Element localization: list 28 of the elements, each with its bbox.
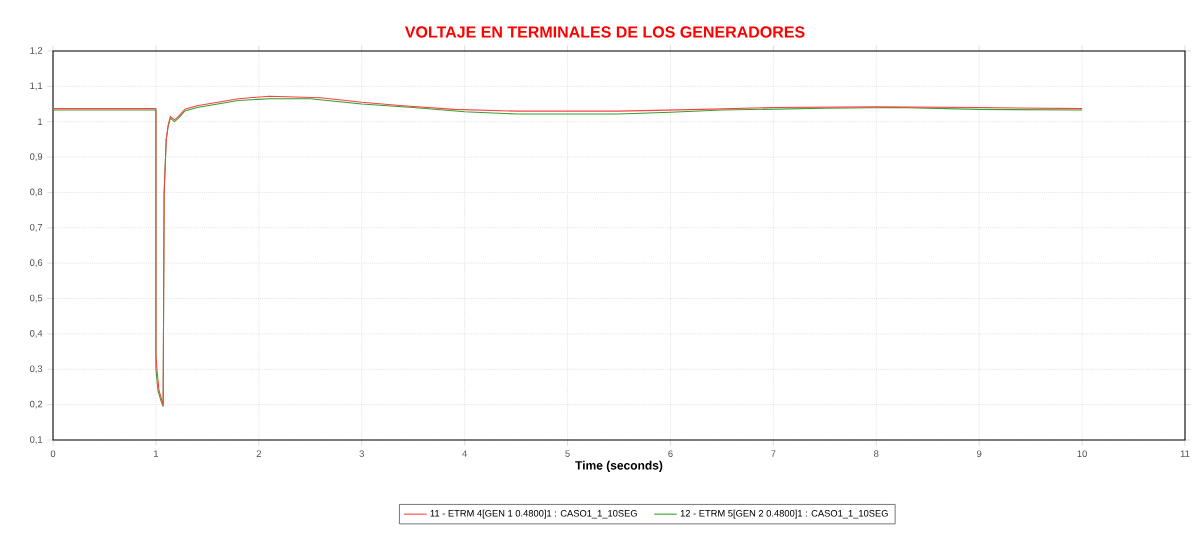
x-tick-label: 9 xyxy=(977,450,982,457)
chart-title: VOLTAJE EN TERMINALES DE LOS GENERADORES xyxy=(404,26,805,38)
y-tick-label: 1,2 xyxy=(30,47,43,55)
legend-label: 11 - ETRM 4[GEN 1 0.4800]1 : CASO1_1_10SEG xyxy=(430,509,637,519)
x-tick-label: 4 xyxy=(462,450,467,457)
y-tick-label: 0,6 xyxy=(29,259,43,268)
y-tick-label: 0,2 xyxy=(29,400,43,409)
y-tick-label: 0,8 xyxy=(29,188,43,197)
x-tick-label: 8 xyxy=(874,450,879,457)
y-tick-label: 1 xyxy=(38,118,43,125)
x-tick-label: 11 xyxy=(1180,450,1190,457)
y-tick-label: 0,4 xyxy=(29,330,43,338)
y-tick-label: 1,1 xyxy=(30,82,43,91)
x-tick-label: 6 xyxy=(668,450,673,457)
y-tick-label: 0,5 xyxy=(29,294,43,303)
y-tick-label: 0,7 xyxy=(29,223,43,232)
x-tick-label: 10 xyxy=(1077,450,1087,457)
x-tick-label: 1 xyxy=(154,450,159,457)
y-tick-label: 0,9 xyxy=(29,153,43,161)
x-axis-title: Time (seconds) xyxy=(575,460,663,472)
x-tick-label: 5 xyxy=(565,450,570,457)
y-tick-label: 0,1 xyxy=(29,436,43,444)
x-tick-label: 7 xyxy=(771,450,776,457)
x-tick-label: 0 xyxy=(50,450,56,457)
legend-label: 12 - ETRM 5[GEN 2 0.4800]1 : CASO1_1_10SEG xyxy=(680,509,888,519)
x-tick-label: 3 xyxy=(359,450,364,457)
y-tick-label: 0,3 xyxy=(29,365,43,374)
x-tick-label: 2 xyxy=(256,450,261,457)
